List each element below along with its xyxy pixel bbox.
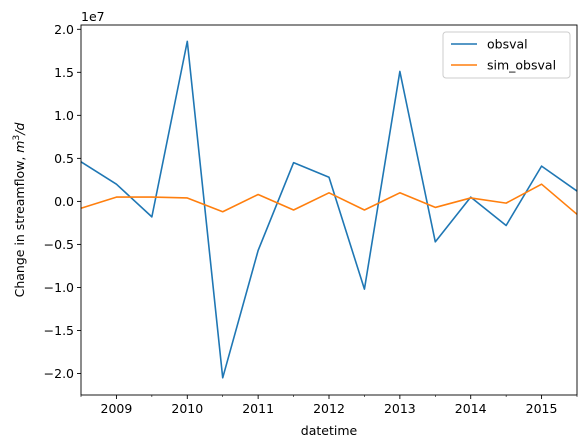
x-tick-label: 2012 [313,401,345,416]
legend-label-obsval: obsval [487,37,528,52]
x-tick-label: 2010 [171,401,203,416]
y-axis-label-tail: /d [12,123,27,136]
y-tick-label: 0.0 [54,194,74,209]
series-layer [80,40,578,379]
y-axis-label-unit: m [12,141,27,153]
y-axis-label-base: Change in streamflow, [12,153,27,298]
y-axis-label-exponent: 3 [12,135,22,141]
y-tick-label: −1.0 [44,280,74,295]
x-axis-label: datetime [301,423,358,438]
y-tick-label: −0.5 [44,237,74,252]
plot-area [81,25,577,395]
y-axis-label: Change in streamflow, m3/d [12,123,27,298]
ticks-layer: 2.0 1.5 1.0 0.5 0.0 −0.5 −1.0 −1.5 −2.0 2009 2010 2… [44,22,578,416]
x-tick-label: 2009 [101,401,133,416]
y-offset-text: 1e7 [81,9,105,24]
y-tick-label: −1.5 [44,323,74,338]
series-line-sim-obsval [80,183,578,215]
y-tick-label: −2.0 [44,366,74,381]
series-line-obsval [80,40,578,379]
x-tick-label: 2011 [242,401,274,416]
y-tick-label: 2.0 [54,22,74,37]
x-tick-label: 2015 [526,401,558,416]
x-tick-label: 2014 [455,401,487,416]
x-tick-label: 2013 [384,401,416,416]
y-tick-label: 1.5 [54,65,74,80]
legend: obsval sim_obsval [442,31,571,79]
legend-label-sim-obsval: sim_obsval [487,58,556,73]
y-tick-label: 1.0 [54,108,74,123]
y-tick-label: 0.5 [54,151,74,166]
